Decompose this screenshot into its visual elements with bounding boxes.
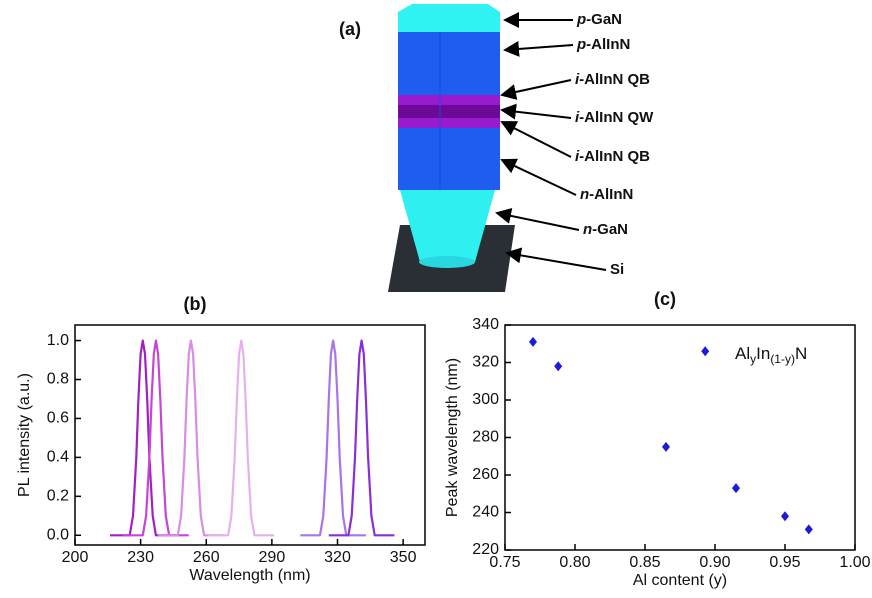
y-tick-label: 0.0 [47, 526, 69, 543]
label-text: -GaN [592, 221, 628, 238]
label-text: -GaN [586, 11, 622, 28]
n-gan [400, 190, 495, 262]
label-text: -AlInN [586, 36, 630, 53]
x-tick-label: 200 [62, 549, 89, 566]
layer-label: i-AlInN QB [575, 71, 650, 88]
annotation-text: In [756, 344, 770, 363]
panel-a-title: (a) [339, 19, 361, 39]
annotation-subscript: y [750, 352, 756, 366]
pointer-arrow [500, 121, 572, 158]
y-tick-label: 1.0 [47, 332, 69, 349]
y-tick-label: 320 [472, 354, 499, 371]
pointer-arrow [500, 79, 572, 100]
x-tick-label: 260 [193, 549, 220, 566]
y-tick-label: 220 [472, 541, 499, 558]
layer-label: n-AlInN [580, 186, 633, 203]
layer-label: i-AlInN QW [575, 109, 654, 126]
y-axis-label: Peak wavelength (nm) [444, 358, 461, 517]
layer-label: n-GaN [583, 221, 628, 238]
x-axis-label: Wavelength (nm) [189, 567, 310, 584]
y-tick-label: 260 [472, 466, 499, 483]
y-tick-label: 0.8 [47, 371, 69, 388]
annotation-text: N [795, 344, 807, 363]
layer-label: i-AlInN QB [575, 148, 650, 165]
x-tick-label: 1.00 [839, 554, 870, 571]
data-point [701, 346, 710, 357]
pointer-arrow [505, 247, 607, 271]
label-prefix: i [575, 109, 580, 126]
data-point [554, 361, 563, 372]
label-text: -AlInN QW [579, 109, 654, 126]
x-tick-label: 0.85 [629, 554, 660, 571]
data-point [529, 336, 537, 347]
x-tick-label: 0.80 [559, 554, 590, 571]
y-tick-label: 280 [472, 429, 499, 446]
pointer-arrow [500, 103, 572, 120]
panel-c: (c) 0.75 0.80 0.85 0.90 0.95 1.00 220 240 260 280 3… [444, 289, 870, 589]
y-tick-label: 240 [472, 504, 499, 521]
x-axis-label: Al content (y) [633, 572, 727, 589]
x-tick-label: 0.95 [769, 554, 800, 571]
layer-label: Si [610, 261, 624, 278]
n-gan-tip [419, 256, 475, 268]
pointer-arrow [503, 40, 574, 57]
label-text: -AlInN QB [579, 71, 650, 88]
label-prefix: i [575, 148, 580, 165]
data-point [781, 511, 789, 522]
data-point [662, 441, 670, 452]
x-tick-label: 230 [127, 549, 154, 566]
panel-b: (b) 200 230 260 290 320 350 0.0 0.2 0.4 0.6 0.8 1.0 W… [16, 294, 426, 584]
spectrum-line [300, 339, 366, 537]
spectrum-line [158, 339, 224, 537]
label-prefix: n [580, 186, 589, 203]
y-tick-label: 0.2 [47, 488, 69, 505]
spectrum-line [328, 339, 395, 537]
label-prefix: i [575, 71, 580, 88]
label-prefix: n [583, 221, 592, 238]
spectrum-line [208, 339, 275, 537]
data-point [804, 524, 813, 535]
y-tick-label: 300 [472, 391, 499, 408]
annotation-text: Al [735, 344, 750, 363]
spectrum-line [123, 339, 189, 537]
pointer-arrow [495, 208, 580, 231]
p-gan [398, 4, 500, 32]
x-tick-label: 0.90 [699, 554, 730, 571]
label-prefix: p [576, 11, 586, 28]
label-text: -AlInN [589, 186, 633, 203]
y-tick-label: 0.6 [47, 410, 69, 427]
layer-label: p-GaN [576, 11, 622, 28]
pointer-arrow [500, 158, 577, 196]
x-tick-label: 290 [259, 549, 286, 566]
label-text: -AlInN QB [579, 148, 650, 165]
y-tick-label: 340 [472, 316, 499, 333]
data-point [732, 483, 740, 494]
x-tick-label: 320 [324, 549, 351, 566]
annotation: AlyIn(1-y)N [735, 344, 807, 366]
y-tick-label: 0.4 [47, 449, 69, 466]
annotation-subscript: (1-y) [770, 352, 795, 366]
spectrum-line [110, 339, 176, 537]
y-axis-label: PL intensity (a.u.) [16, 373, 33, 497]
label-prefix: p [576, 36, 586, 53]
plot-frame [74, 324, 426, 546]
panel-title: (b) [184, 294, 207, 314]
nanowire [388, 4, 515, 292]
x-tick-label: 350 [390, 549, 417, 566]
layer-label: p-AlInN [576, 36, 630, 53]
x-tick-label: 0.75 [489, 554, 520, 571]
label-text: Si [610, 261, 624, 278]
qw-core [398, 105, 500, 118]
panel-title: (c) [654, 289, 676, 309]
